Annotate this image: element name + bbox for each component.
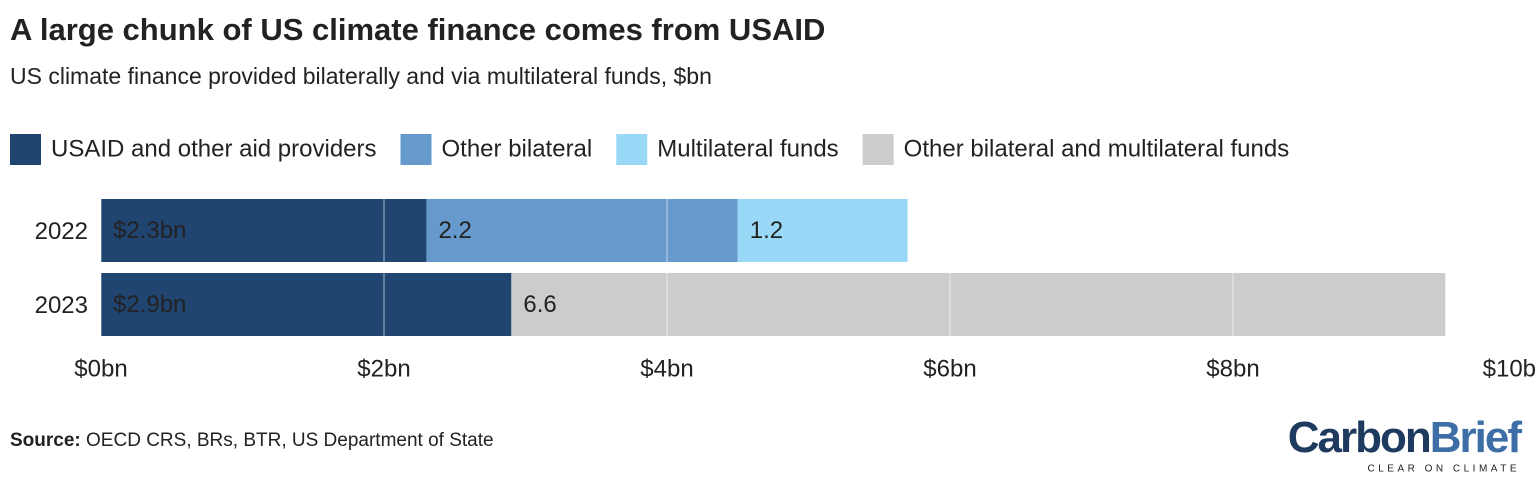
source-label: Source: <box>10 430 81 451</box>
logo: CarbonBrief <box>1288 413 1523 462</box>
x-tick-label: $4bn <box>640 355 693 382</box>
value-label: 2.2 <box>438 217 471 244</box>
legend-swatch <box>616 134 648 165</box>
value-label: $2.9bn <box>113 291 186 318</box>
bar <box>511 273 1446 336</box>
chart-subtitle: US climate finance provided bilaterally … <box>10 63 712 89</box>
bar <box>101 273 512 336</box>
logo-tagline: CLEAR ON CLIMATE <box>1368 464 1521 475</box>
x-tick-label: $10bn <box>1483 355 1536 382</box>
x-tick-label: $2bn <box>357 355 410 382</box>
chart-title: A large chunk of US climate finance come… <box>10 12 825 47</box>
source-text: OECD CRS, BRs, BTR, US Department of Sta… <box>86 430 494 451</box>
x-tick-label: $6bn <box>923 355 976 382</box>
source: Source: OECD CRS, BRs, BTR, US Departmen… <box>10 430 494 451</box>
value-label: 6.6 <box>523 291 556 318</box>
legend-label: Other bilateral <box>442 135 593 162</box>
bar <box>101 199 427 262</box>
value-label: $2.3bn <box>113 217 186 244</box>
legend-swatch <box>10 134 41 165</box>
logo-second: Brief <box>1430 413 1523 462</box>
x-tick-label: $0bn <box>74 355 127 382</box>
legend-label: Multilateral funds <box>657 135 838 162</box>
bar <box>426 199 738 262</box>
legend-label: USAID and other aid providers <box>51 135 377 162</box>
x-tick-label: $8bn <box>1206 355 1259 382</box>
y-tick-label: 2022 <box>35 218 88 245</box>
y-tick-label: 2023 <box>35 292 88 319</box>
bar <box>737 199 908 262</box>
legend-swatch <box>862 134 894 165</box>
value-label: 1.2 <box>750 217 783 244</box>
legend-swatch <box>400 134 432 165</box>
logo-first: Carbon <box>1288 413 1430 462</box>
legend-label: Other bilateral and multilateral funds <box>904 135 1290 162</box>
